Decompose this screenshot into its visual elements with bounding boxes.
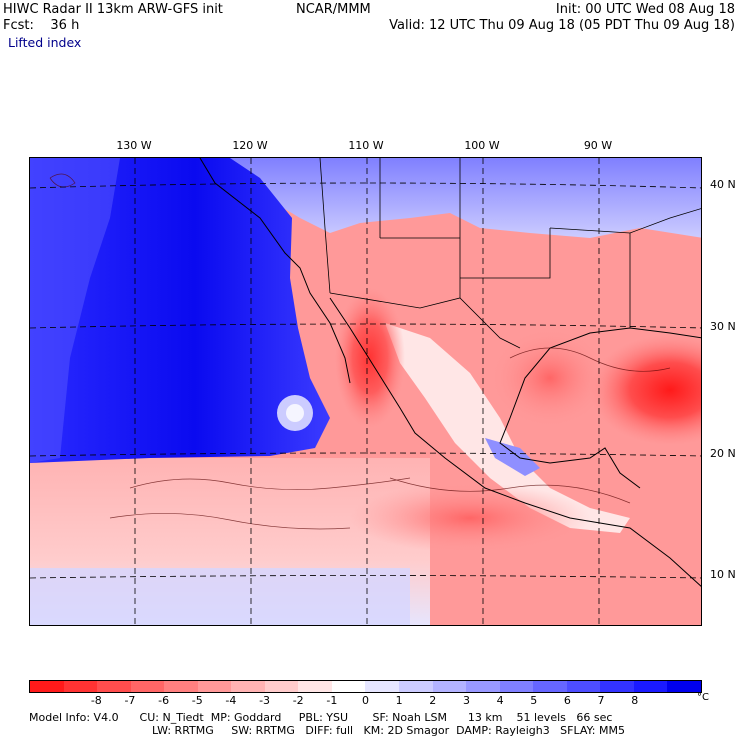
colorbar-swatch (331, 681, 366, 692)
border-line (549, 208, 701, 234)
colorbar-swatch (432, 681, 467, 692)
lat-label-30n: 30 N (710, 320, 736, 333)
colorbar-swatch (600, 681, 634, 692)
lon-label-90w: 90 W (583, 139, 613, 152)
gridlines (30, 158, 701, 625)
colorbar-swatch (63, 681, 98, 692)
contour-line (389, 477, 631, 504)
colorbar-swatch (667, 681, 701, 692)
colorbar-tick-label: -4 (225, 694, 237, 707)
colorbar-tick-label: 6 (563, 694, 571, 707)
forecast-hour: Fcst: 36 h (3, 18, 80, 33)
plateau-blue-patch (485, 438, 540, 476)
lat-label-10n: 10 N (710, 568, 736, 581)
colorbar-tick-label: 0 (362, 694, 369, 707)
mexico-pacific-coast (329, 297, 701, 587)
border-line (329, 292, 521, 349)
parallel-20n (30, 452, 701, 457)
valid-time: Valid: 12 UTC Thu 09 Aug 18 (05 PDT Thu … (389, 18, 735, 33)
colorbar-swatch (298, 681, 332, 692)
border-line (319, 158, 331, 294)
colorbar-tick-label: -3 (259, 694, 271, 707)
border-line (460, 228, 551, 279)
colorbar-tick-label: 1 (395, 694, 403, 707)
colorbar-swatch (633, 681, 668, 692)
institution-label: NCAR/MMM (296, 2, 371, 17)
mexican-plateau-field (385, 323, 630, 533)
colorbar-tick-label: 8 (631, 694, 639, 707)
gulf-coast-line (499, 327, 701, 489)
colorbar-tick-label: 5 (530, 694, 538, 707)
lon-label-130w: 130 W (116, 139, 152, 152)
gulf-of-california-hot-zone (335, 288, 405, 428)
parallel-10n (30, 575, 701, 579)
lat-label-40n: 40 N (710, 178, 736, 191)
colorbar-tick-label: 4 (496, 694, 504, 707)
southwest-blue-field (30, 568, 410, 625)
map-canvas (30, 158, 701, 625)
colorbar-tick-label: -1 (326, 694, 338, 707)
west-coast-line (199, 158, 351, 384)
colorbar-swatch (499, 681, 534, 692)
colorbar-swatch (164, 681, 198, 692)
texas-warm-zone (490, 328, 610, 428)
colorbar-tick-label: -2 (292, 694, 304, 707)
colorbar-swatch (566, 681, 601, 692)
init-time: Init: 00 UTC Wed 08 Aug 18 (555, 2, 735, 17)
colorbar-tick-label: 2 (429, 694, 437, 707)
contour-line (49, 173, 76, 188)
model-info-line2: LW: RRTMG SW: RRTMG DIFF: full KM: 2D Sm… (152, 724, 625, 737)
colorbar-tick-label: -6 (158, 694, 170, 707)
colorbar-swatch (466, 681, 500, 692)
gulf-hot-zone (590, 335, 701, 445)
lon-label-100w: 100 W (464, 139, 500, 152)
pacific-stable-field (30, 158, 330, 463)
model-info-line1: Model Info: V4.0 CU: N_Tiedt MP: Goddard… (29, 711, 613, 724)
contour-line (109, 513, 351, 530)
colorbar-tick-label: 3 (462, 694, 470, 707)
lon-label-110w: 110 W (348, 139, 384, 152)
parallel-40n (30, 182, 701, 189)
colorbar-tick-label: -7 (124, 694, 136, 707)
field-name: Lifted index (8, 35, 82, 50)
cyclone-eye (286, 404, 304, 422)
colorbar-tick-label: -5 (191, 694, 203, 707)
contours (49, 173, 671, 530)
colorbar-swatch (231, 681, 265, 692)
colorbar-swatch (365, 681, 400, 692)
lon-label-120w: 120 W (232, 139, 268, 152)
colorbar-unit: °C (697, 692, 709, 703)
colorbar-swatch (30, 681, 64, 692)
contour-line (509, 347, 671, 372)
mexico-coast-warm-zone (350, 483, 590, 553)
colorbar-swatch (197, 681, 232, 692)
lat-label-20n: 20 N (710, 447, 736, 460)
model-title: HIWC Radar II 13km ARW-GFS init (3, 2, 223, 17)
contour-line (129, 477, 411, 491)
borders (319, 158, 701, 349)
parallel-30n (30, 323, 701, 329)
colorbar-swatch (97, 681, 131, 692)
western-pale-blue (30, 158, 120, 463)
colorbar-swatch (533, 681, 567, 692)
northern-stable-field (200, 158, 701, 238)
colorbar-tick-label: 7 (597, 694, 605, 707)
coastlines (199, 158, 701, 587)
colorbar-swatch (399, 681, 433, 692)
colorbar-swatch (130, 681, 165, 692)
lifted-index-map (29, 157, 702, 626)
colorbar (29, 680, 702, 693)
colorbar-swatch (264, 681, 299, 692)
colorbar-tick-label: -8 (90, 694, 102, 707)
